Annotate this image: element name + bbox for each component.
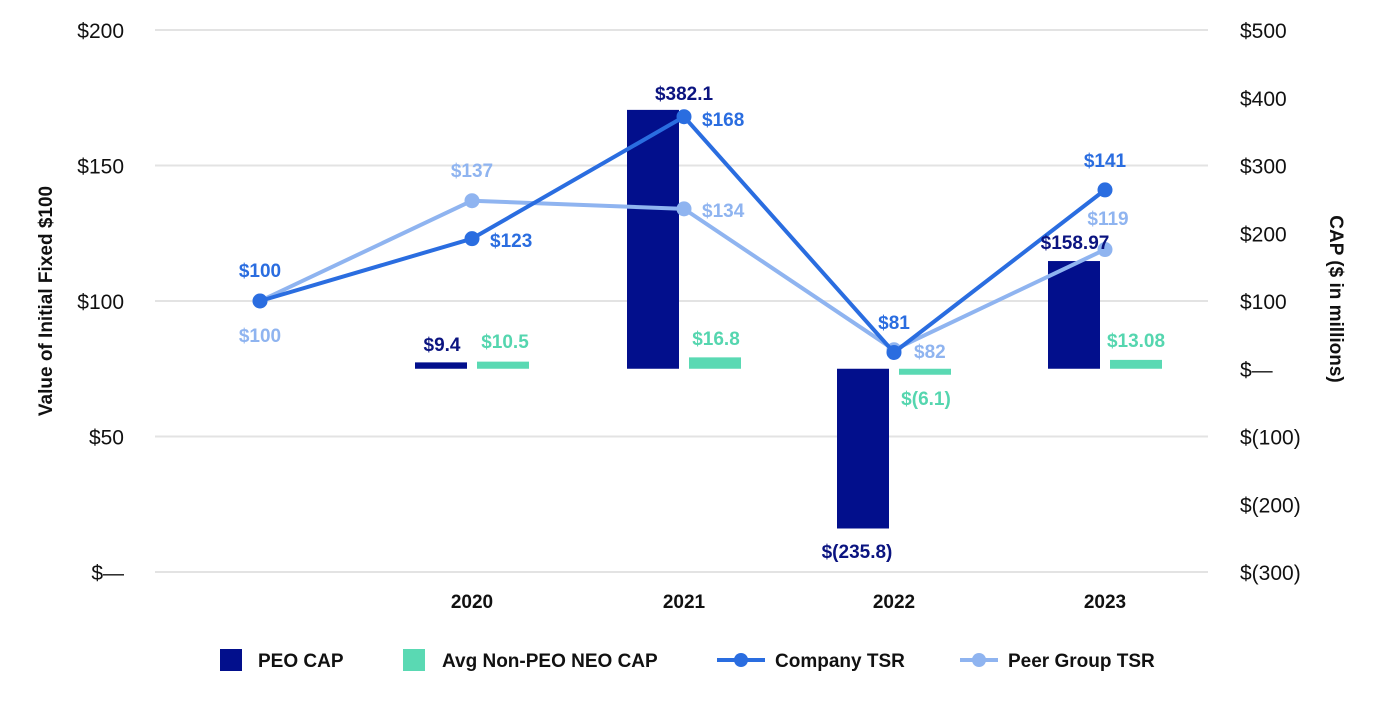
right-axis-title: CAP ($ in millions) <box>1325 215 1346 383</box>
legend-label: PEO CAP <box>258 651 344 672</box>
company-tsr-data-label: $100 <box>239 261 281 282</box>
legend-item-avg-neo-cap: Avg Non-PEO NEO CAP <box>403 649 658 672</box>
peer-group-tsr-line <box>258 198 1107 352</box>
right-axis-tick-label: $(200) <box>1240 494 1301 517</box>
right-axis-tick-label: $400 <box>1240 88 1287 111</box>
avg-neo-cap-bar <box>689 357 741 369</box>
peo-cap-bar <box>627 109 679 369</box>
peer-group-tsr-data-label: $119 <box>1087 209 1128 230</box>
company-tsr-point <box>1097 182 1113 198</box>
peo-cap-bar <box>1048 261 1100 369</box>
peer-group-tsr-point <box>1097 242 1113 258</box>
peer-group-tsr-data-label: $137 <box>451 161 493 182</box>
right-axis-tick-label: $500 <box>1240 20 1287 43</box>
peo-cap-bar <box>415 362 467 369</box>
avg-neo-cap-data-label: $10.5 <box>481 332 529 353</box>
peer-group-tsr-point <box>464 193 480 209</box>
gridlines <box>155 29 1208 573</box>
legend-label: Avg Non-PEO NEO CAP <box>442 651 658 672</box>
left-axis-tick-label: $50 <box>89 427 124 450</box>
company-tsr-data-label: $81 <box>878 313 910 334</box>
avg-neo-cap-bar <box>477 361 529 369</box>
x-axis-category-label: 2020 <box>451 592 493 613</box>
right-axis-tick-label: $(100) <box>1240 427 1301 450</box>
company-tsr-point <box>464 231 480 247</box>
legend-item-company-tsr: Company TSR <box>717 651 905 672</box>
left-axis-tick-label: $200 <box>77 20 124 43</box>
company-tsr-data-label: $141 <box>1084 151 1127 172</box>
avg-neo-cap-bar <box>899 368 951 375</box>
legend-label: Company TSR <box>775 651 905 672</box>
company-tsr-point <box>252 293 268 309</box>
peer-group-tsr-data-label: $100 <box>239 326 281 347</box>
right-axis-tick-label: $300 <box>1240 156 1287 179</box>
legend-label: Peer Group TSR <box>1008 651 1155 672</box>
peo-cap-bar <box>837 368 889 529</box>
left-axis-tick-label: $— <box>91 562 124 585</box>
bars <box>415 109 1162 529</box>
avg-neo-cap-data-label: $13.08 <box>1107 331 1165 352</box>
right-axis-tick-label: $(300) <box>1240 562 1301 585</box>
left-axis-tick-label: $150 <box>77 156 124 179</box>
legend-item-peer-group-tsr: Peer Group TSR <box>960 651 1155 672</box>
data-labels: $9.4 $382.1 $(235.8) $158.97 $10.5 $16.8 $(6.1… <box>239 84 1165 563</box>
legend-marker <box>972 653 986 667</box>
company-tsr-line <box>258 114 1107 355</box>
x-axis-category-label: 2021 <box>663 592 706 613</box>
x-axis-category-label: 2023 <box>1084 592 1126 613</box>
legend-swatch <box>403 649 425 671</box>
peer-group-tsr-data-label: $82 <box>914 342 946 363</box>
x-axis-category-label: 2022 <box>873 592 915 613</box>
right-axis-tick-label: $100 <box>1240 291 1287 314</box>
legend-item-peo-cap: PEO CAP <box>220 649 344 672</box>
peo-cap-data-label: $382.1 <box>655 84 714 105</box>
axes: $200 $150 $100 $50 $— $500 $400 $300 $200 $100 $— $… <box>36 20 1346 613</box>
lines <box>252 109 1113 360</box>
company-tsr-data-label: $123 <box>490 231 532 252</box>
company-tsr-point <box>886 344 902 360</box>
right-axis-tick-label: $— <box>1240 359 1273 382</box>
legend: PEO CAP Avg Non-PEO NEO CAP Company TSR Pee… <box>220 649 1155 672</box>
legend-marker <box>734 653 748 667</box>
peo-cap-data-label: $(235.8) <box>822 542 893 563</box>
avg-neo-cap-data-label: $16.8 <box>692 329 740 350</box>
left-axis-title: Value of Initial Fixed $100 <box>36 186 57 416</box>
peo-cap-data-label: $9.4 <box>424 335 461 356</box>
avg-neo-cap-data-label: $(6.1) <box>901 389 951 410</box>
peer-group-tsr-data-label: $134 <box>702 201 745 222</box>
left-axis-tick-label: $100 <box>77 291 124 314</box>
company-tsr-data-label: $168 <box>702 110 744 131</box>
legend-swatch <box>220 649 242 671</box>
company-tsr-point <box>676 109 692 125</box>
avg-neo-cap-bar <box>1110 359 1162 369</box>
right-axis-tick-label: $200 <box>1240 223 1287 246</box>
peo-cap-data-label: $158.97 <box>1041 233 1110 254</box>
peer-group-tsr-point <box>676 201 692 217</box>
